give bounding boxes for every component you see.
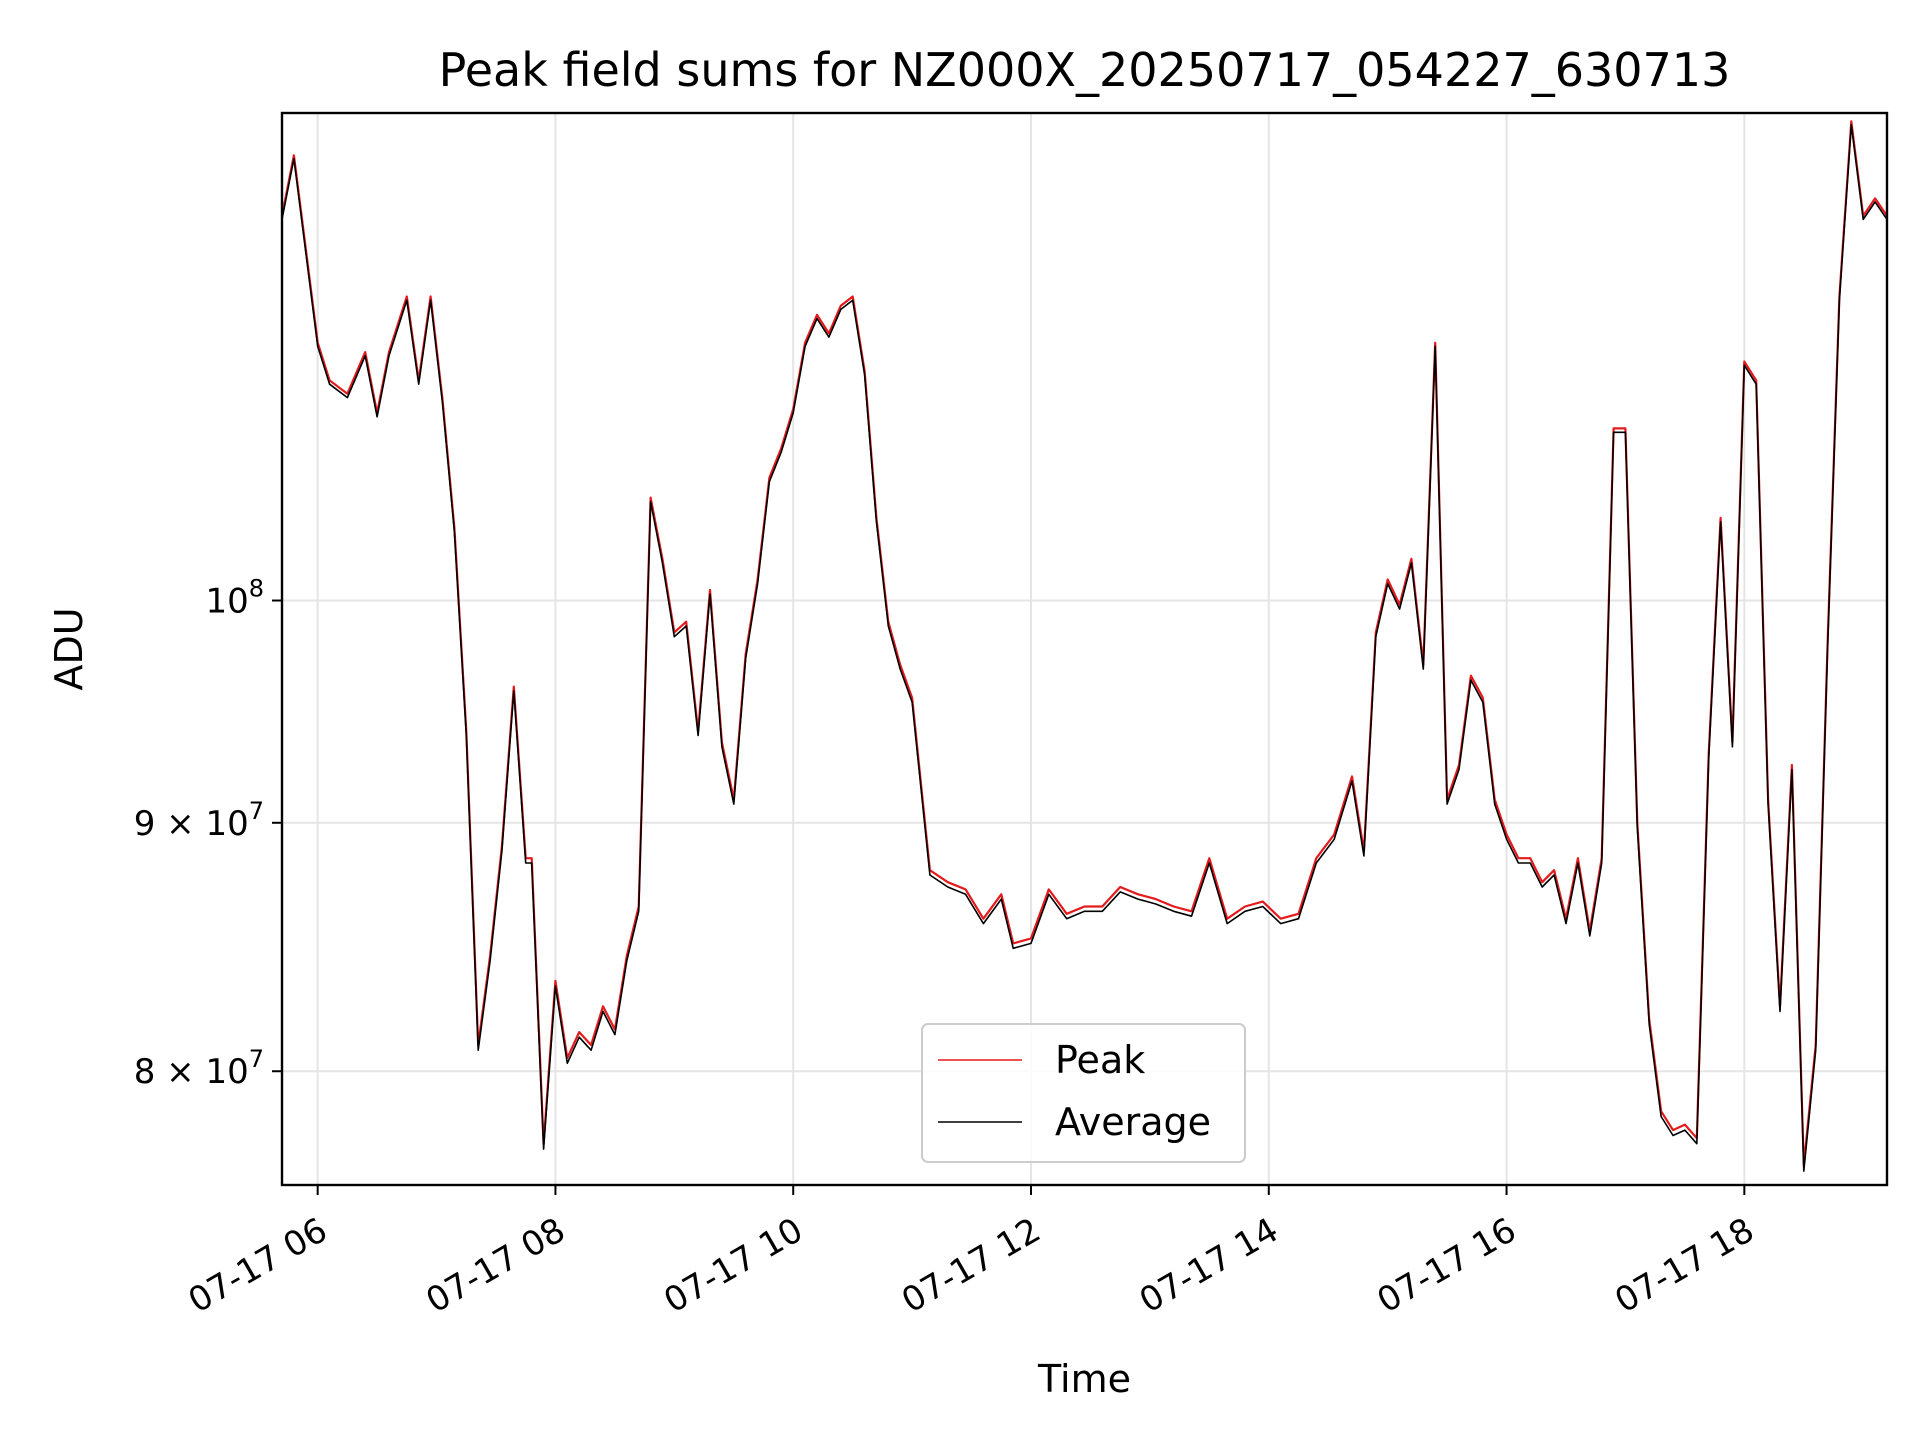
- legend-label-average: Average: [1055, 1100, 1211, 1144]
- legend: Peak Average: [921, 1023, 1246, 1163]
- y-axis-label: ADU: [47, 607, 91, 690]
- y-tick-label: 108: [205, 575, 264, 622]
- legend-label-peak: Peak: [1055, 1038, 1145, 1082]
- grid-layer: [282, 113, 1887, 1185]
- y-tick-label: 9 × 107: [134, 797, 264, 844]
- chart-title: Peak field sums for NZ000X_20250717_0542…: [439, 43, 1731, 97]
- y-tick-layer: 8 × 107 9 × 107 108: [134, 575, 282, 1092]
- series-line-average: [281, 124, 1888, 1172]
- plot-frame: [280, 111, 1889, 1187]
- legend-box: [921, 1023, 1246, 1163]
- y-tick-label: 8 × 107: [134, 1045, 264, 1092]
- x-axis-label: Time: [1037, 1357, 1131, 1401]
- series-layer: [280, 120, 1888, 1172]
